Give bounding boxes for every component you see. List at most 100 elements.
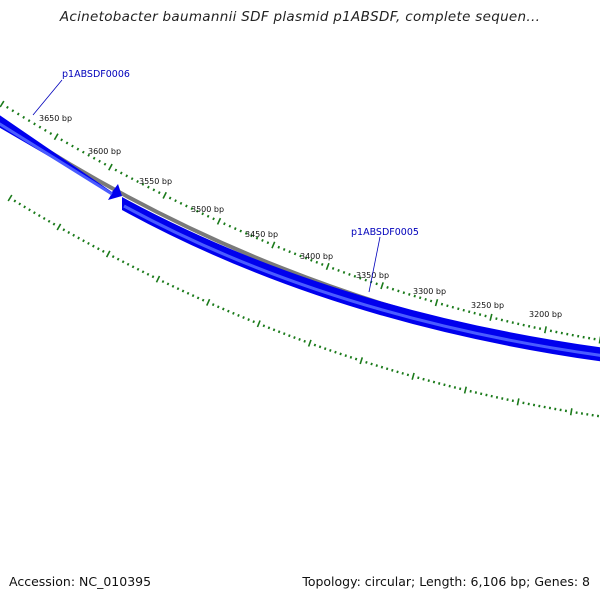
tick-mark — [348, 272, 351, 276]
tick-mark — [506, 319, 509, 323]
tick-mark — [147, 185, 150, 189]
tick-mark — [522, 323, 525, 327]
tick-mark — [136, 267, 140, 271]
gene-label-leader — [32, 79, 63, 116]
tick-mark — [320, 262, 324, 266]
tick-mark — [141, 182, 145, 186]
tick-mark — [344, 354, 347, 358]
tick-mark — [543, 326, 547, 334]
tick-mark — [151, 275, 155, 279]
tick-mark — [38, 125, 42, 129]
tick-mark — [331, 267, 335, 270]
tick-mark — [28, 208, 31, 212]
tick-mark — [489, 313, 493, 321]
tick-mark — [272, 328, 276, 332]
tick-mark — [196, 296, 200, 300]
gene-label-p1ABSDF0006[interactable]: p1ABSDF0006 — [62, 69, 130, 80]
tick-mark — [307, 339, 312, 347]
tick-mark — [391, 368, 394, 372]
tick-mark — [364, 278, 368, 282]
tick-mark — [298, 338, 301, 341]
tick-mark — [478, 313, 482, 316]
backbone-ring — [0, 117, 600, 357]
inner-tick-ring — [7, 194, 600, 418]
tick-mark — [223, 222, 226, 226]
tick-label: 3500 bp — [191, 205, 224, 214]
tick-mark — [105, 250, 111, 258]
tick-mark — [429, 299, 433, 303]
tick-mark — [406, 373, 410, 377]
tick-mark — [325, 262, 330, 271]
tick-mark — [195, 209, 199, 213]
tick-mark — [397, 289, 400, 293]
tick-mark — [427, 379, 430, 383]
tick-mark — [408, 292, 411, 296]
gene-arc-p1ABSDF0006[interactable] — [0, 112, 122, 200]
tick-mark — [310, 258, 313, 262]
tick-mark — [171, 284, 175, 288]
tick-mark — [418, 296, 422, 300]
tick-mark — [500, 318, 504, 322]
tick-mark — [201, 298, 205, 302]
tick-mark — [82, 239, 85, 243]
tick-mark — [92, 244, 95, 248]
tick-mark — [201, 212, 205, 216]
tick-mark — [342, 271, 346, 274]
tick-mark — [339, 352, 342, 356]
tick-mark — [186, 291, 190, 295]
tick-mark — [71, 144, 74, 148]
tick-mark — [49, 132, 53, 136]
tick-label: 3200 bp — [529, 310, 562, 319]
tick-mark — [334, 350, 337, 354]
tick-mark — [216, 217, 222, 225]
tick-label: 3550 bp — [139, 177, 172, 186]
tick-mark — [380, 365, 384, 369]
gene-arc-highlight — [123, 204, 600, 357]
tick-mark — [516, 398, 520, 406]
tick-mark — [459, 387, 462, 391]
tick-mark — [385, 367, 389, 371]
tick-mark — [33, 211, 36, 215]
tick-mark — [232, 311, 235, 315]
tick-mark — [432, 380, 436, 384]
tick-mark — [47, 219, 51, 223]
tick-mark — [354, 357, 358, 361]
tick-label: 3400 bp — [300, 252, 333, 261]
tick-mark — [266, 241, 270, 245]
tick-mark — [315, 260, 319, 264]
tick-mark — [318, 345, 322, 349]
tick-mark — [365, 360, 368, 364]
tick-mark — [282, 248, 286, 251]
tick-mark — [375, 282, 378, 286]
tick-mark — [469, 389, 472, 393]
tick-mark — [56, 223, 62, 231]
tick-mark — [375, 364, 378, 368]
tick-mark — [18, 202, 22, 206]
tick-mark — [440, 302, 444, 306]
tick-mark — [116, 257, 120, 261]
tick-mark — [511, 321, 514, 324]
tick-mark — [53, 133, 59, 141]
tick-mark — [485, 393, 488, 397]
tick-mark — [103, 162, 107, 166]
tick-mark — [222, 307, 225, 311]
tick-mark — [216, 305, 220, 309]
tick-mark — [490, 394, 493, 398]
tick-mark — [304, 256, 308, 260]
tick-mark — [380, 282, 384, 290]
gene-label-p1ABSDF0005[interactable]: p1ABSDF0005 — [351, 227, 419, 238]
tick-mark — [242, 316, 245, 319]
tick-mark — [11, 109, 15, 113]
tick-mark — [62, 228, 66, 232]
tick-mark — [119, 171, 123, 175]
tick-mark — [267, 326, 271, 330]
gene-arc-p1ABSDF0005[interactable] — [122, 197, 600, 362]
tick-label: 3600 bp — [88, 147, 121, 156]
tick-mark — [299, 254, 302, 258]
tick-mark — [131, 265, 135, 269]
tick-mark — [391, 287, 395, 291]
gene-label-leader — [368, 236, 381, 293]
tick-mark — [87, 153, 91, 157]
tick-mark — [237, 313, 240, 317]
tick-mark — [422, 377, 425, 381]
